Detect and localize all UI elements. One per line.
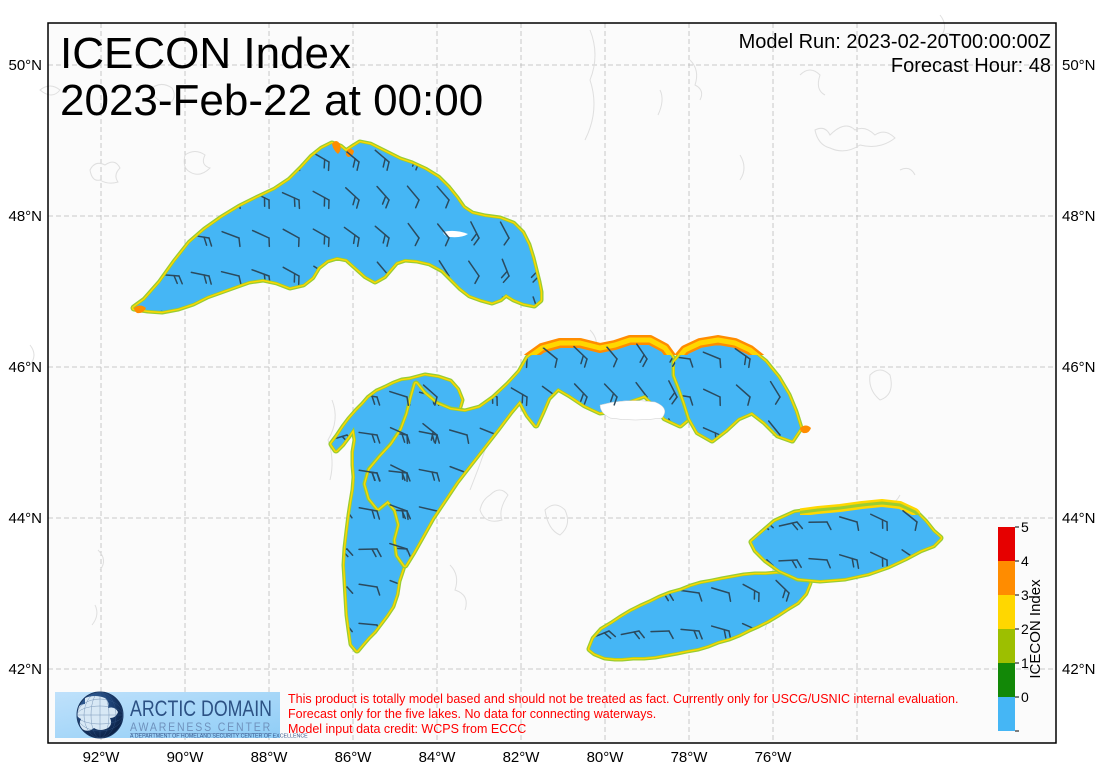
svg-text:42°N: 42°N — [8, 661, 42, 678]
svg-text:48°N: 48°N — [8, 208, 42, 225]
svg-text:46°N: 46°N — [1062, 359, 1096, 376]
svg-text:80°W: 80°W — [587, 749, 625, 766]
svg-text:78°W: 78°W — [671, 749, 709, 766]
svg-text:88°W: 88°W — [251, 749, 289, 766]
svg-text:Forecast Hour: 48: Forecast Hour: 48 — [891, 55, 1051, 77]
svg-text:A DEPARTMENT OF HOMELAND SECUR: A DEPARTMENT OF HOMELAND SECURITY CENTER… — [130, 734, 308, 740]
svg-text:0: 0 — [1021, 689, 1029, 705]
svg-text:Model Run: 2023-02-20T00:00:00: Model Run: 2023-02-20T00:00:00Z — [739, 31, 1051, 53]
svg-text:This product is totally model: This product is totally model based and … — [288, 692, 958, 706]
svg-text:2023-Feb-22 at 00:00: 2023-Feb-22 at 00:00 — [60, 76, 483, 125]
svg-text:Forecast only for the five lak: Forecast only for the five lakes. No dat… — [288, 707, 656, 721]
svg-text:ARCTIC DOMAIN: ARCTIC DOMAIN — [130, 696, 272, 721]
svg-text:44°N: 44°N — [1062, 510, 1096, 527]
svg-text:5: 5 — [1021, 519, 1029, 535]
svg-text:42°N: 42°N — [1062, 661, 1096, 678]
svg-text:86°W: 86°W — [335, 749, 373, 766]
svg-text:AWARENESS CENTER: AWARENESS CENTER — [130, 722, 272, 734]
svg-text:ICECON Index: ICECON Index — [1027, 579, 1044, 679]
svg-text:ICECON Index: ICECON Index — [60, 29, 351, 78]
svg-text:90°W: 90°W — [167, 749, 205, 766]
svg-text:46°N: 46°N — [8, 359, 42, 376]
svg-text:92°W: 92°W — [83, 749, 121, 766]
svg-text:50°N: 50°N — [8, 57, 42, 74]
svg-text:Model input data credit: WCPS: Model input data credit: WCPS from ECCC — [288, 722, 526, 736]
svg-text:44°N: 44°N — [8, 510, 42, 527]
svg-text:76°W: 76°W — [755, 749, 793, 766]
svg-text:82°W: 82°W — [503, 749, 541, 766]
svg-text:84°W: 84°W — [419, 749, 457, 766]
svg-text:50°N: 50°N — [1062, 57, 1096, 74]
svg-text:48°N: 48°N — [1062, 208, 1096, 225]
svg-text:4: 4 — [1021, 553, 1029, 569]
